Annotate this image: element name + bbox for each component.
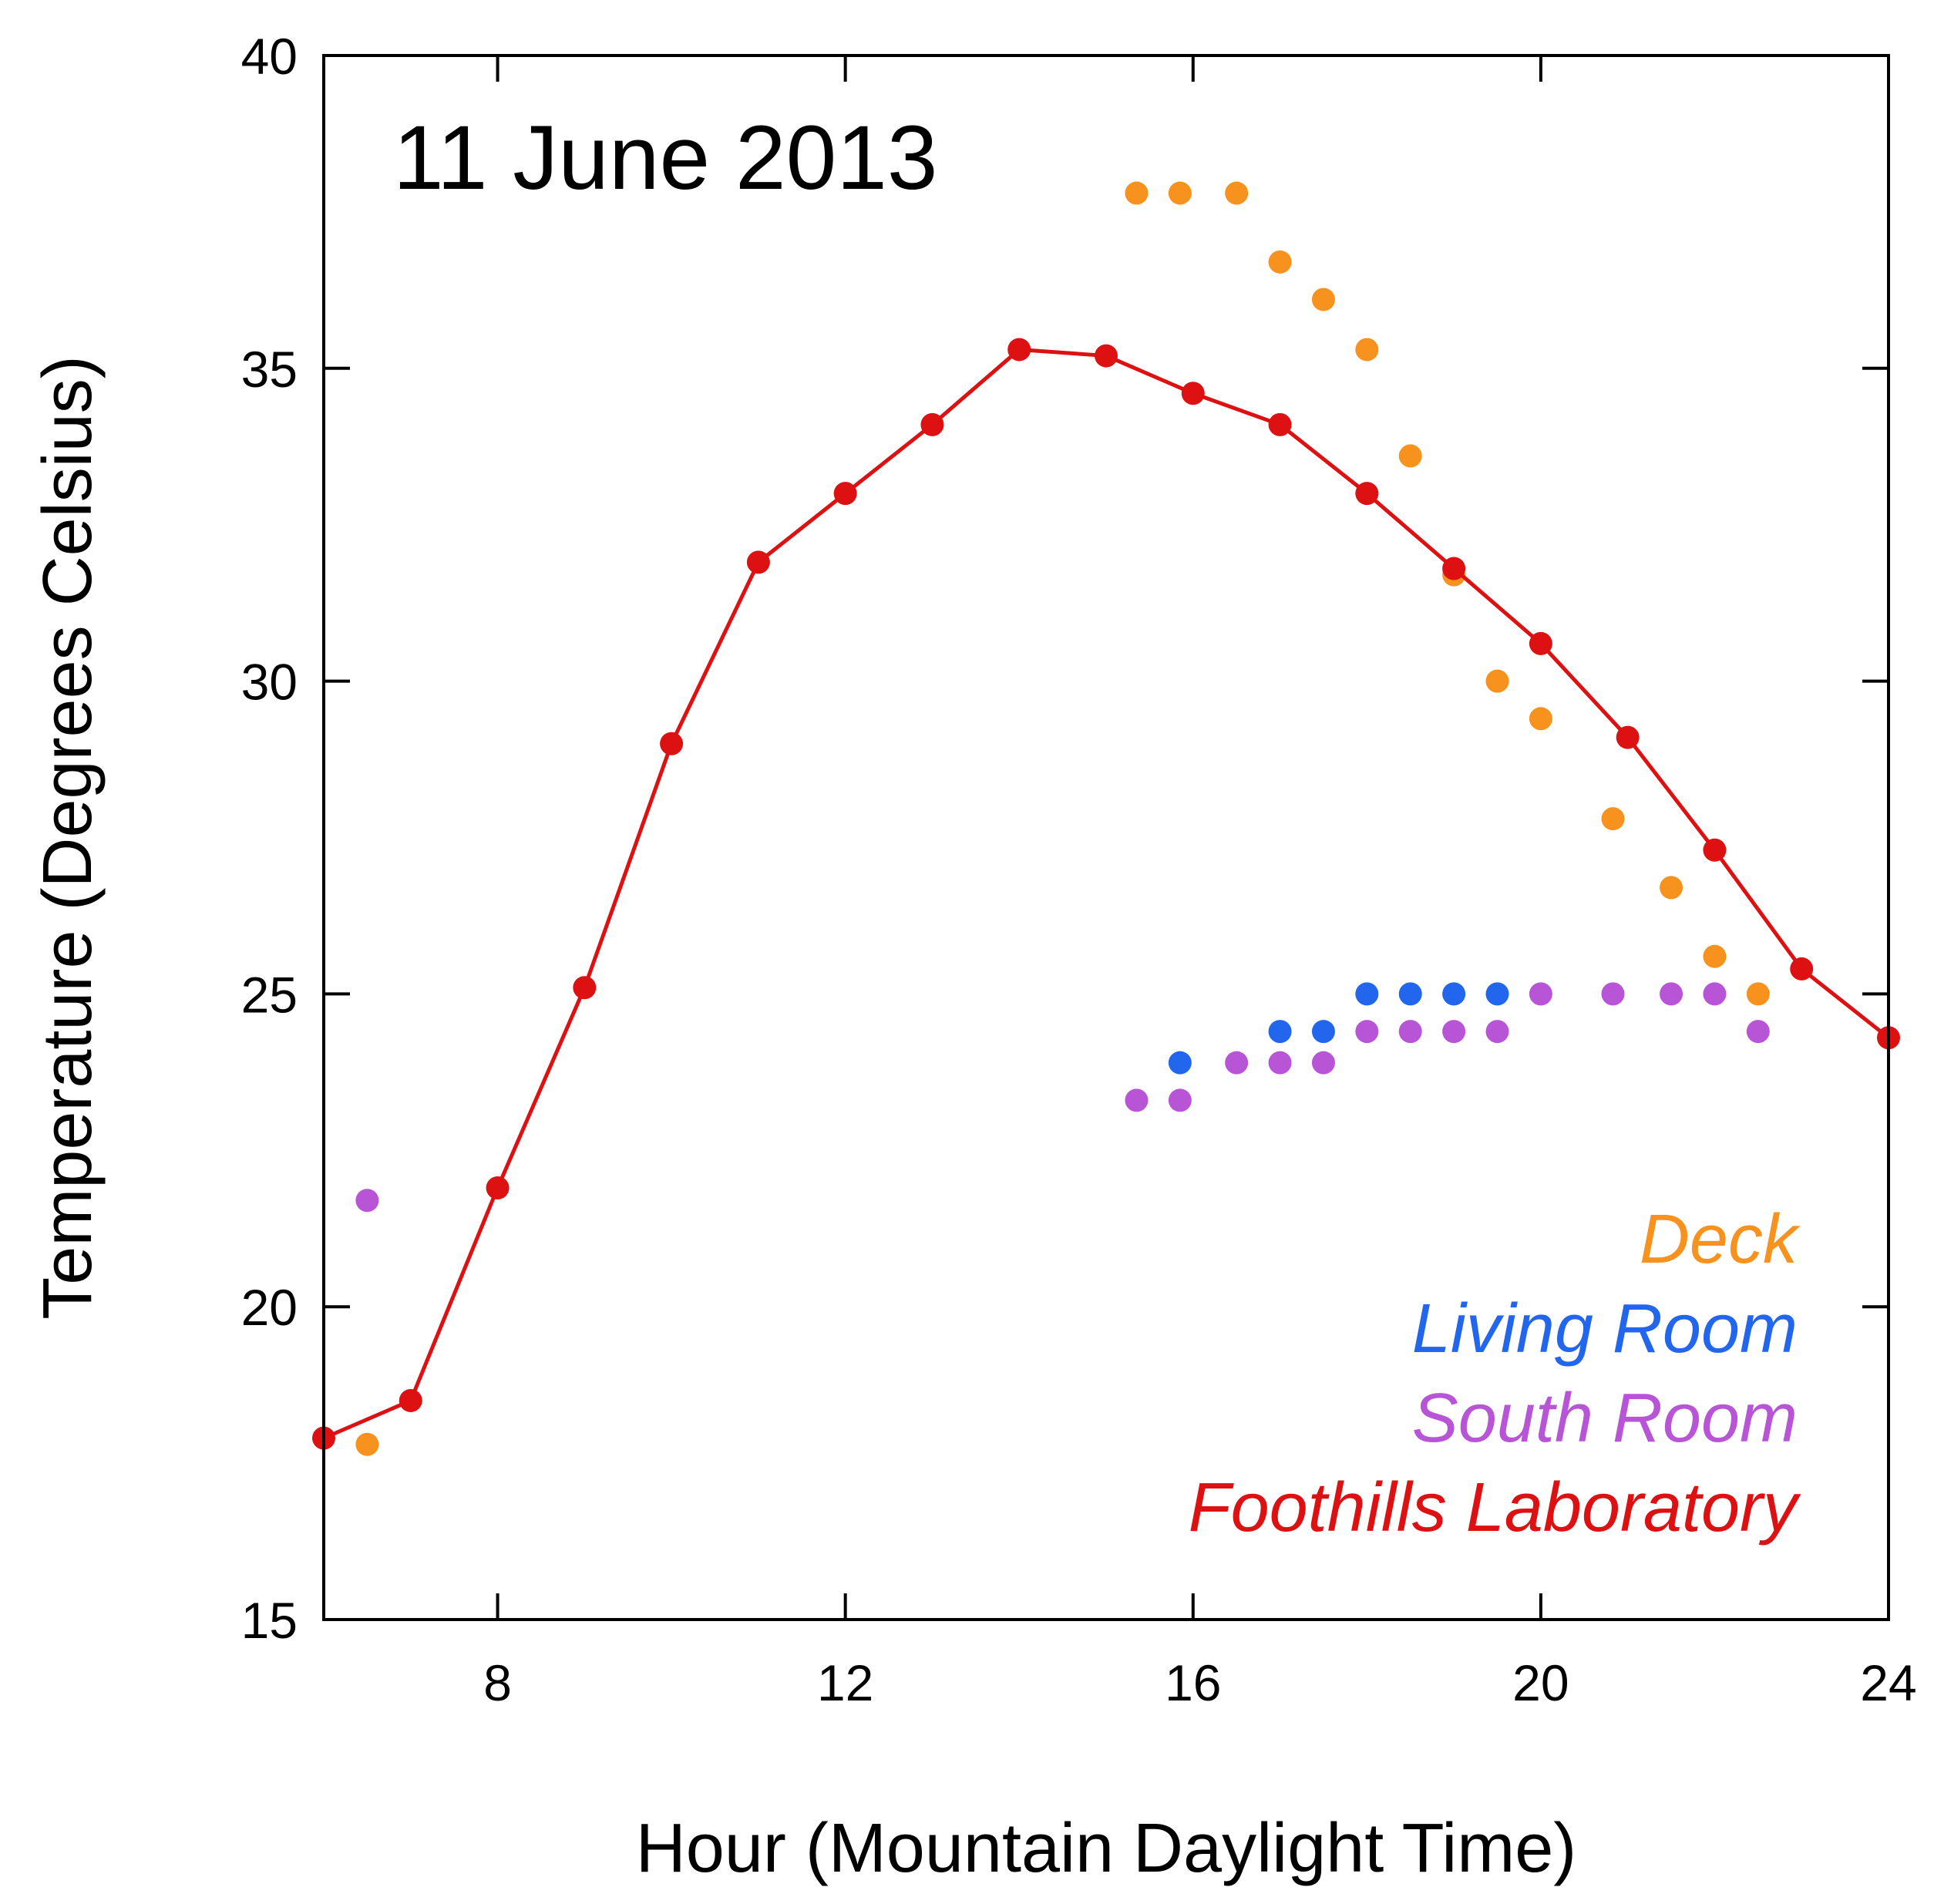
legend-entry-living-room: Living Room — [1412, 1290, 1798, 1367]
data-point-living-room — [1168, 1051, 1192, 1075]
data-point-foothills-laboratory — [1442, 557, 1466, 580]
x-tick-label: 16 — [1165, 1654, 1221, 1711]
legend-entry-south-room: South Room — [1412, 1380, 1798, 1457]
data-point-south-room — [1225, 1051, 1249, 1075]
data-point-south-room — [1485, 1020, 1509, 1044]
y-tick-label: 20 — [241, 1279, 298, 1336]
data-point-south-room — [1703, 982, 1727, 1006]
data-point-south-room — [1529, 982, 1552, 1006]
data-point-south-room — [1746, 1020, 1770, 1044]
marks-layer — [312, 181, 1900, 1456]
data-point-deck — [1660, 876, 1683, 900]
data-point-foothills-laboratory — [1007, 338, 1031, 362]
data-point-foothills-laboratory — [833, 482, 857, 506]
data-point-south-room — [1601, 982, 1625, 1006]
data-point-south-room — [1268, 1051, 1292, 1075]
data-point-foothills-laboratory — [1095, 344, 1118, 368]
data-point-deck — [1703, 944, 1727, 968]
data-point-living-room — [1442, 982, 1466, 1006]
data-point-living-room — [1355, 982, 1379, 1006]
data-point-foothills-laboratory — [486, 1176, 510, 1199]
data-point-south-room — [1311, 1051, 1335, 1075]
data-point-foothills-laboratory — [746, 550, 770, 574]
chart-annotation: 11 June 2013 — [393, 107, 937, 209]
data-point-deck — [1125, 181, 1149, 205]
data-point-deck — [1398, 444, 1422, 468]
plot-frame — [322, 54, 1890, 1621]
y-tick-label: 35 — [241, 341, 298, 398]
x-tick-label: 24 — [1860, 1654, 1916, 1711]
data-point-south-room — [1125, 1088, 1149, 1112]
data-point-deck — [1268, 250, 1292, 274]
data-point-deck — [1529, 707, 1552, 731]
x-tick-label: 12 — [817, 1654, 873, 1711]
data-point-foothills-laboratory — [1790, 957, 1814, 981]
y-tick-label: 30 — [241, 654, 298, 711]
data-point-foothills-laboratory — [1616, 725, 1640, 749]
data-point-south-room — [1442, 1020, 1466, 1044]
data-point-deck — [1355, 338, 1379, 362]
data-point-foothills-laboratory — [1703, 838, 1727, 862]
data-point-foothills-laboratory — [1355, 482, 1379, 506]
data-point-foothills-laboratory — [1268, 412, 1292, 436]
legend-entry-deck: Deck — [1640, 1201, 1801, 1278]
y-tick-label: 15 — [241, 1592, 298, 1649]
y-tick-label: 40 — [241, 28, 298, 85]
data-point-foothills-laboratory — [573, 976, 597, 1000]
x-axis-label: Hour (Mountain Daylight Time) — [636, 1810, 1576, 1887]
data-point-deck — [1746, 982, 1770, 1006]
data-point-south-room — [1398, 1020, 1422, 1044]
data-point-south-room — [1660, 982, 1683, 1006]
data-point-foothills-laboratory — [399, 1388, 422, 1412]
x-tick-label: 20 — [1512, 1654, 1569, 1711]
y-tick-label: 25 — [241, 966, 298, 1023]
ticks-layer: 8 12 16 20 24 15 20 25 30 35 40 — [241, 28, 1917, 1711]
data-point-foothills-laboratory — [1181, 382, 1205, 405]
data-point-south-room — [1168, 1088, 1192, 1112]
legend-entry-foothills-laboratory: Foothills Laboratory — [1189, 1469, 1801, 1546]
data-point-living-room — [1485, 982, 1509, 1006]
data-point-south-room — [355, 1189, 379, 1213]
y-axis-label: Temperature (Degrees Celsius) — [29, 355, 106, 1319]
data-point-deck — [1168, 181, 1192, 205]
data-point-living-room — [1311, 1020, 1335, 1044]
legend: Deck Living Room South Room Foothills Labor… — [1189, 1201, 1801, 1546]
data-point-deck — [1225, 181, 1249, 205]
data-point-south-room — [1355, 1020, 1379, 1044]
data-point-foothills-laboratory — [920, 412, 944, 436]
data-point-deck — [355, 1432, 379, 1456]
data-point-deck — [1311, 288, 1335, 311]
data-point-living-room — [1398, 982, 1422, 1006]
data-point-deck — [1601, 807, 1625, 831]
data-point-living-room — [1268, 1020, 1292, 1044]
x-tick-label: 8 — [483, 1654, 512, 1711]
data-point-foothills-laboratory — [660, 732, 684, 755]
data-point-foothills-laboratory — [1529, 631, 1552, 655]
data-point-deck — [1485, 669, 1509, 693]
